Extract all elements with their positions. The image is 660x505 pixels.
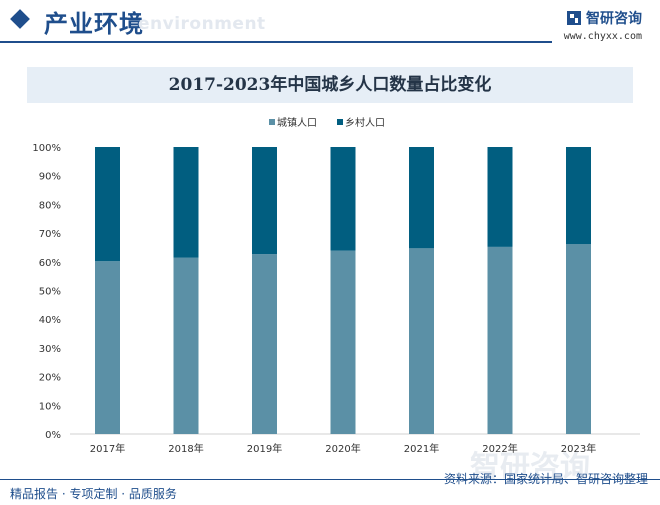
y-tick-label: 70% bbox=[39, 229, 61, 240]
legend-label: 乡村人口 bbox=[345, 116, 385, 129]
y-tick-label: 60% bbox=[39, 258, 61, 269]
legend-swatch bbox=[337, 119, 343, 125]
legend-label: 城镇人口 bbox=[277, 116, 317, 129]
bar-urban bbox=[330, 250, 356, 434]
header-divider bbox=[0, 41, 552, 43]
x-tick-label: 2020年 bbox=[325, 442, 360, 455]
y-tick-label: 40% bbox=[39, 315, 61, 326]
bar-rural bbox=[252, 147, 277, 255]
bar-urban bbox=[95, 261, 120, 434]
brand-url: www.chyxx.com bbox=[563, 31, 642, 42]
bar-rural bbox=[95, 147, 120, 262]
bar-rural bbox=[487, 147, 513, 247]
y-tick-label: 100% bbox=[32, 143, 61, 154]
x-tick-label: 2021年 bbox=[404, 442, 439, 455]
x-tick-label: 2022年 bbox=[482, 442, 517, 455]
bar-urban bbox=[487, 246, 513, 434]
bar-urban bbox=[566, 244, 591, 434]
x-tick-label: 2018年 bbox=[168, 442, 203, 455]
bar-rural bbox=[330, 147, 356, 251]
y-tick-label: 20% bbox=[39, 373, 61, 384]
section-subtitle: environment bbox=[138, 14, 266, 34]
y-tick-label: 80% bbox=[39, 200, 61, 211]
page-header: 产业环境 environment 智研咨询 www.chyxx.com bbox=[0, 0, 660, 48]
brand-logo-icon bbox=[567, 11, 581, 25]
section-title: 产业环境 bbox=[44, 10, 144, 38]
footer-tagline: 精品报告 · 专项定制 · 品质服务 bbox=[10, 487, 177, 501]
bar-rural bbox=[566, 147, 591, 245]
y-tick-label: 50% bbox=[39, 287, 61, 298]
bar-urban bbox=[252, 254, 277, 434]
y-tick-label: 0% bbox=[45, 430, 61, 441]
bar-rural bbox=[173, 147, 199, 258]
bar-urban bbox=[409, 248, 434, 434]
footer-divider bbox=[0, 479, 660, 480]
x-tick-label: 2019年 bbox=[247, 442, 282, 455]
x-tick-label: 2023年 bbox=[561, 442, 596, 455]
brand: 智研咨询 www.chyxx.com bbox=[564, 8, 642, 42]
y-tick-label: 10% bbox=[39, 401, 61, 412]
y-tick-label: 30% bbox=[39, 344, 61, 355]
x-tick-label: 2017年 bbox=[90, 442, 125, 455]
brand-name: 智研咨询 bbox=[586, 11, 642, 27]
bar-rural bbox=[409, 147, 434, 249]
y-tick-label: 90% bbox=[39, 172, 61, 183]
legend-swatch bbox=[269, 119, 275, 125]
chart-title-band: 2017-2023年中国城乡人口数量占比变化 bbox=[27, 67, 633, 103]
bar-urban bbox=[173, 257, 199, 434]
chart-title: 2017-2023年中国城乡人口数量占比变化 bbox=[168, 75, 492, 95]
data-source: 资料来源：国家统计局、智研咨询整理 bbox=[443, 472, 648, 486]
